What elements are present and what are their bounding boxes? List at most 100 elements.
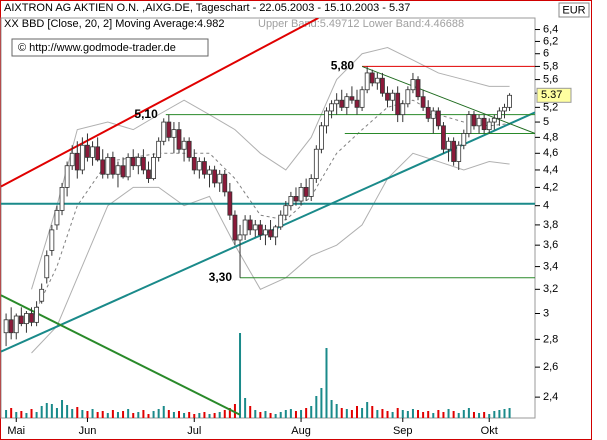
y-tick-label: 2,6 [543,361,558,373]
candle-body [140,156,146,171]
volume-bar [198,413,201,418]
volume-bar [35,412,38,418]
volume-bar [127,409,130,418]
last-price-box [536,87,572,103]
last-price: 5.37 [541,89,562,101]
volume-bar [488,414,491,418]
candle-body [227,191,233,216]
volume-bar [325,348,328,418]
volume-bar [294,411,297,418]
trend-line [1,294,241,416]
y-tick-label: 3,8 [543,219,558,231]
volume-bar [300,410,303,418]
x-tick-label: Jun [79,425,97,437]
candle-body [146,169,151,179]
y-tick-label: 2,8 [543,333,558,345]
volume-bar [432,413,435,418]
candle-body [3,319,9,334]
x-tick-label: Jul [187,425,201,437]
volume-bar [259,412,262,418]
candle-body [502,106,507,112]
volume-bar [503,409,506,418]
volume-bar [183,413,186,418]
candle-body [212,169,218,184]
y-tick-label: 6,4 [543,23,558,35]
candle-body [385,92,390,101]
candle-body [369,72,375,84]
candle-body [364,72,370,91]
candle-body [405,89,411,105]
candle-body [461,133,467,146]
volume-bar [366,402,369,418]
candle-body [257,224,263,236]
candle-body [268,229,273,238]
volume-bar [142,410,145,418]
source: © http://www.godmode-trader.de [18,42,176,54]
candle-body [451,140,457,162]
candle-body [115,165,121,175]
candle-body [39,288,45,302]
volume-bar [289,409,292,418]
volume-bar [228,408,231,418]
trend-line [1,111,535,353]
x-tick-label: Okt [481,425,498,437]
candle-body [380,77,385,94]
volume-bar [452,411,455,418]
candle-body [207,169,212,175]
candle-body [466,114,472,134]
candle-body [95,146,101,161]
candle-body [308,178,314,197]
volume-bar [335,404,338,418]
candle-body [390,92,396,101]
volume-bar [406,411,409,418]
x-tick-label: Aug [291,425,311,437]
volume-bar [305,408,308,418]
candle-body [74,152,80,171]
candle-body [329,103,334,112]
y-tick-label: 5 [543,116,549,128]
candle-body [90,146,95,158]
candle-body [298,186,304,202]
volume-bar [417,410,420,418]
candle-body [456,144,462,162]
volume-bar [386,411,389,418]
volume-bar [356,406,358,418]
volume-bar [203,412,206,418]
candle-body [273,226,279,238]
volume-bar [239,333,242,418]
volume-bar [45,403,48,418]
candle-body [18,315,24,325]
candle-body [49,229,55,251]
level-label: 3,30 [209,270,233,284]
volume-bar [106,413,109,418]
candle-body [176,129,182,150]
candle-body [359,89,365,108]
volume-bar [193,414,196,418]
y-tick-label: 4,8 [543,131,558,143]
volume-bar [167,410,170,418]
y-tick-label: 4,6 [543,147,558,159]
volume-bar [111,410,114,418]
candle-body [486,121,492,131]
candle-body [263,229,268,236]
volume-bar [5,410,8,418]
candle-body [135,156,141,167]
volume-bar [483,412,486,418]
candle-body [374,77,380,84]
volume-bar [340,408,343,418]
volume-bar [350,410,353,418]
y-tick-label: 3,2 [543,283,558,295]
chart-title: AIXTRON AG AKTIEN O.N. ,AIXG.DE, Tagesch… [4,2,410,14]
volume-bar [447,409,450,418]
volume-bar [264,411,267,418]
candle-body [105,156,111,175]
candle-body [151,156,156,179]
volume-bar [116,412,119,418]
bollinger-band [31,152,510,354]
volume-bar [213,413,216,418]
volume-bar [86,411,89,418]
candle-body [334,99,340,105]
volume-bar [345,409,348,418]
candle-body [125,156,131,178]
